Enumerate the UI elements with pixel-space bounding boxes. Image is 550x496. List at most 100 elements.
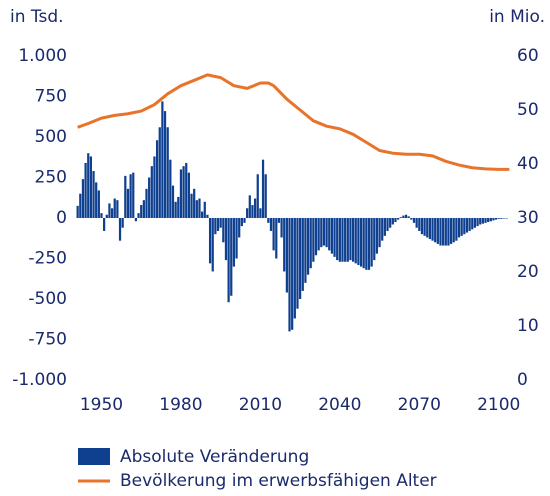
bar bbox=[444, 218, 447, 246]
bar bbox=[256, 174, 259, 218]
bar bbox=[280, 218, 283, 238]
legend-label: Bevölkerung im erwerbsfähigen Alter bbox=[120, 471, 437, 491]
bar bbox=[100, 213, 103, 218]
bar bbox=[87, 153, 90, 218]
y-tick-label: 0 bbox=[56, 208, 67, 228]
bar bbox=[118, 218, 122, 241]
bar bbox=[169, 159, 172, 218]
bar bbox=[386, 218, 389, 231]
bar bbox=[132, 172, 135, 218]
bar bbox=[182, 166, 185, 218]
y2-tick-label: 0 bbox=[517, 370, 528, 390]
bar bbox=[341, 218, 344, 262]
bar bbox=[92, 171, 95, 218]
bar bbox=[431, 218, 434, 241]
bar bbox=[306, 218, 310, 275]
bar bbox=[187, 172, 190, 218]
bar bbox=[113, 198, 116, 218]
y2-tick-label: 30 bbox=[517, 208, 539, 228]
bar bbox=[230, 218, 233, 296]
bar bbox=[148, 177, 151, 218]
bar bbox=[171, 185, 175, 218]
bar bbox=[468, 218, 471, 231]
bar bbox=[126, 188, 130, 218]
bar bbox=[299, 218, 302, 299]
bar bbox=[248, 195, 251, 218]
bar bbox=[116, 200, 119, 218]
bar bbox=[293, 218, 296, 319]
bar bbox=[320, 218, 323, 248]
bar bbox=[267, 218, 270, 223]
bar bbox=[285, 218, 288, 293]
bar bbox=[404, 214, 408, 218]
bar bbox=[336, 218, 339, 261]
bar bbox=[288, 218, 291, 332]
bar bbox=[216, 218, 220, 231]
bar bbox=[134, 218, 138, 222]
bar bbox=[452, 218, 455, 243]
bar bbox=[373, 218, 376, 261]
bar bbox=[177, 196, 180, 218]
bar bbox=[253, 198, 257, 218]
bar bbox=[301, 218, 304, 291]
bar bbox=[291, 218, 294, 330]
bar bbox=[481, 218, 484, 224]
bar bbox=[399, 217, 402, 218]
y-tick-label: -750 bbox=[28, 330, 67, 350]
bar bbox=[246, 208, 249, 218]
bar bbox=[222, 218, 225, 243]
bar bbox=[140, 205, 143, 218]
bar bbox=[211, 218, 214, 272]
bar bbox=[370, 218, 373, 267]
y2-axis-title: in Mio. bbox=[489, 7, 545, 27]
bar bbox=[272, 218, 275, 251]
x-tick-label: 2010 bbox=[239, 395, 282, 415]
bar bbox=[84, 162, 87, 218]
bar bbox=[314, 218, 318, 256]
bar bbox=[232, 218, 236, 267]
bar bbox=[497, 218, 500, 219]
bar bbox=[389, 218, 392, 228]
bar bbox=[333, 218, 336, 257]
bar bbox=[383, 218, 386, 236]
bar bbox=[79, 193, 82, 218]
bar bbox=[357, 218, 360, 265]
bar bbox=[436, 218, 439, 244]
bar bbox=[420, 218, 424, 235]
y-axis-title: in Tsd. bbox=[10, 7, 64, 27]
y-tick-label: 750 bbox=[35, 87, 67, 107]
bar bbox=[328, 218, 331, 251]
y2-tick-label: 40 bbox=[517, 154, 539, 174]
bar bbox=[150, 166, 153, 218]
bar bbox=[89, 156, 93, 218]
bar bbox=[434, 218, 437, 243]
bar bbox=[317, 218, 320, 251]
line bbox=[77, 73, 510, 171]
x-tick-label: 2040 bbox=[318, 395, 361, 415]
bar bbox=[479, 218, 482, 225]
y2-tick-label: 60 bbox=[517, 46, 539, 66]
bar bbox=[259, 208, 262, 218]
bar bbox=[81, 179, 85, 218]
bar bbox=[158, 127, 161, 218]
bar bbox=[346, 218, 349, 262]
bar bbox=[208, 218, 212, 264]
bar bbox=[185, 162, 188, 218]
bar bbox=[163, 111, 167, 218]
bar bbox=[243, 218, 246, 223]
bar bbox=[418, 218, 421, 231]
x-tick-label: 2100 bbox=[477, 395, 520, 415]
bar bbox=[129, 174, 132, 218]
bar bbox=[381, 218, 384, 241]
bar bbox=[465, 218, 469, 233]
bar bbox=[351, 218, 355, 262]
bar bbox=[201, 211, 204, 218]
bar bbox=[354, 218, 357, 264]
bar bbox=[277, 218, 281, 223]
bar bbox=[502, 218, 506, 219]
y2-tick-label: 10 bbox=[517, 316, 539, 336]
bar bbox=[349, 218, 352, 261]
bar bbox=[397, 218, 400, 220]
bar bbox=[415, 218, 418, 228]
